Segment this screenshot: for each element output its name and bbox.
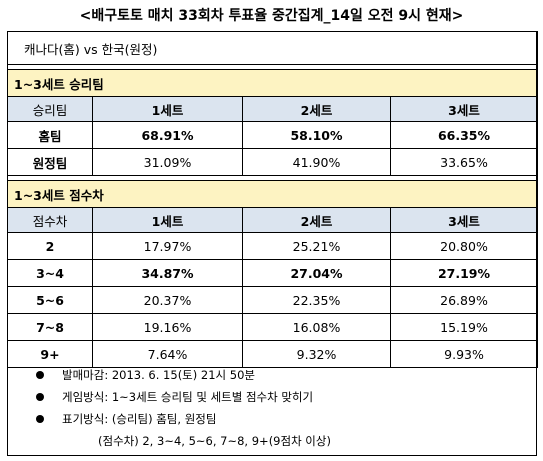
header-set2: 2세트: [242, 207, 391, 233]
bullet-icon: [36, 393, 44, 401]
row-label: 7~8: [7, 313, 93, 341]
table-cell: 15.19%: [390, 313, 538, 341]
section-title-margin: 1~3세트 점수차: [7, 180, 538, 208]
bullet-icon: [36, 415, 44, 423]
table-cell: 27.04%: [242, 259, 391, 287]
header-set1: 1세트: [92, 96, 243, 122]
header-set2: 2세트: [242, 96, 391, 122]
table-row: 7~8 19.16% 16.08% 15.19%: [7, 313, 538, 341]
match-title: 캐나다(홈) vs 한국(원정): [7, 31, 538, 65]
table-row: 2 17.97% 25.21% 20.80%: [7, 232, 538, 260]
table-cell: 9.32%: [242, 340, 391, 368]
table-cell: 27.19%: [390, 259, 538, 287]
header-margin: 점수차: [7, 207, 93, 233]
table-cell: 66.35%: [390, 121, 538, 149]
table-cell: 26.89%: [390, 286, 538, 314]
table-cell: 20.80%: [390, 232, 538, 260]
note-deadline: 발매마감: 2013. 6. 15(토) 21시 50분: [36, 364, 520, 386]
section-title-winner: 1~3세트 승리팀: [7, 69, 538, 97]
note-notation: 표기방식: (승리팀) 홈팀, 원정팀: [36, 408, 520, 430]
table-row: 9+ 7.64% 9.32% 9.93%: [7, 340, 538, 368]
table-cell: 34.87%: [92, 259, 243, 287]
header-winner: 승리팀: [7, 96, 93, 122]
page-title: <배구토토 매치 33회차 투표율 중간집계_14일 오전 9시 현재>: [79, 8, 464, 24]
table-cell: 22.35%: [242, 286, 391, 314]
row-label: 5~6: [7, 286, 93, 314]
table-cell: 41.90%: [242, 148, 391, 176]
table-cell: 9.93%: [390, 340, 538, 368]
table-cell: 20.37%: [92, 286, 243, 314]
note-method: 게임방식: 1~3세트 승리팀 및 세트별 점수차 맞히기: [36, 386, 520, 408]
bullet-icon: [36, 371, 44, 379]
header-set1: 1세트: [92, 207, 243, 233]
table-row: 5~6 20.37% 22.35% 26.89%: [7, 286, 538, 314]
outer-frame: [7, 31, 537, 456]
table-cell: 16.08%: [242, 313, 391, 341]
header-set3: 3세트: [390, 96, 538, 122]
note-notation-cont: (점수차) 2, 3~4, 5~6, 7~8, 9+(9점차 이상): [98, 434, 331, 448]
table-cell: 7.64%: [92, 340, 243, 368]
vote-table: 캐나다(홈) vs 한국(원정) 1~3세트 승리팀 승리팀 1세트 2세트 3…: [7, 31, 538, 368]
row-label: 원정팀: [7, 148, 93, 176]
row-label: 9+: [7, 340, 93, 368]
table-row: 홈팀 68.91% 58.10% 66.35%: [7, 121, 538, 149]
notes: 발매마감: 2013. 6. 15(토) 21시 50분 게임방식: 1~3세트…: [36, 364, 520, 452]
table-cell: 25.21%: [242, 232, 391, 260]
